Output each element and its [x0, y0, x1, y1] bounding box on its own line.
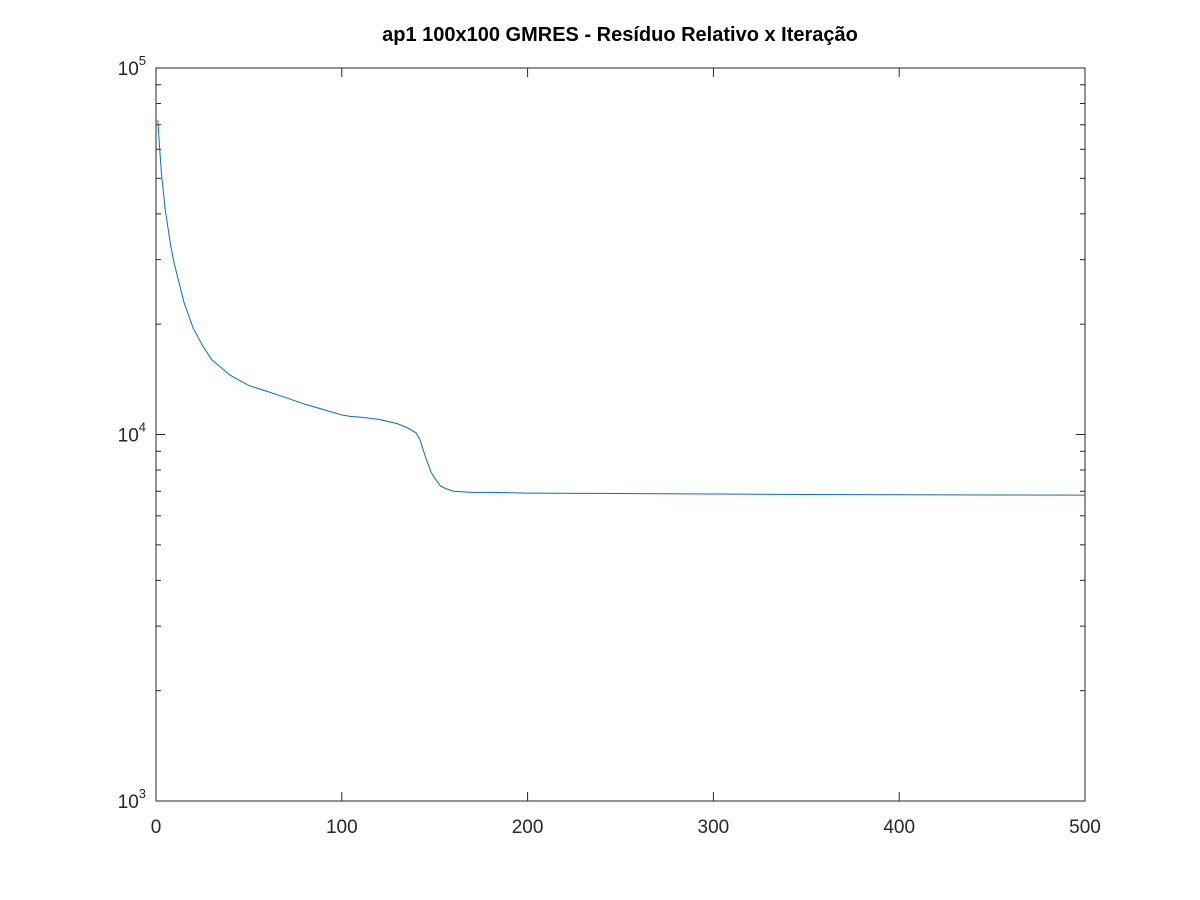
y-tick-label: 103: [118, 786, 146, 813]
series-line-0: [157, 120, 1086, 496]
y-tick-label-base: 10: [118, 426, 139, 447]
y-tick-label: 105: [118, 53, 146, 80]
y-tick-label-exponent: 3: [139, 786, 146, 801]
y-tick-label-base: 10: [118, 59, 139, 80]
x-tick-label: 400: [883, 817, 915, 838]
y-tick-label-base: 10: [118, 792, 139, 813]
x-tick-label: 300: [698, 817, 730, 838]
y-tick-label-exponent: 4: [139, 420, 146, 435]
chart-title: ap1 100x100 GMRES - Resíduo Relativo x I…: [382, 24, 858, 46]
x-tick-label: 200: [512, 817, 544, 838]
y-tick-label: 104: [118, 420, 146, 447]
plot-area-frame: [155, 67, 1086, 802]
y-tick-label-exponent: 5: [139, 53, 146, 68]
x-tick-label: 500: [1069, 817, 1101, 838]
x-tick-label: 100: [326, 817, 358, 838]
x-tick-label: 0: [151, 817, 162, 838]
